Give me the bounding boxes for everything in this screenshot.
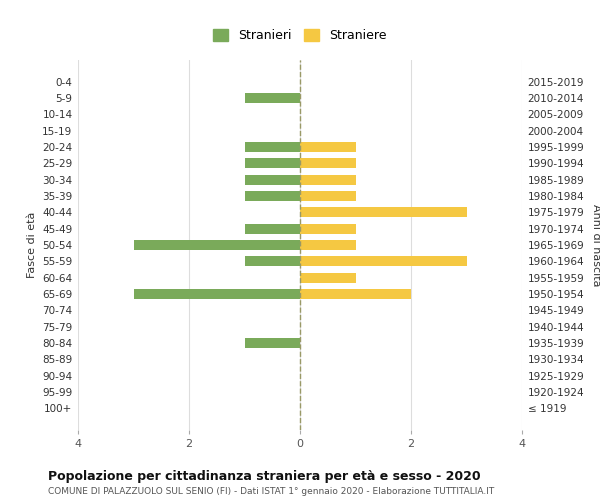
Y-axis label: Anni di nascita: Anni di nascita xyxy=(591,204,600,286)
Bar xyxy=(245,158,300,168)
Bar xyxy=(300,224,355,234)
Bar xyxy=(133,289,300,299)
Bar xyxy=(300,289,411,299)
Bar xyxy=(245,175,300,184)
Bar xyxy=(245,142,300,152)
Bar xyxy=(245,224,300,234)
Bar xyxy=(245,256,300,266)
Bar xyxy=(245,191,300,201)
Bar xyxy=(245,338,300,348)
Text: Popolazione per cittadinanza straniera per età e sesso - 2020: Popolazione per cittadinanza straniera p… xyxy=(48,470,481,483)
Legend: Stranieri, Straniere: Stranieri, Straniere xyxy=(213,29,387,42)
Bar xyxy=(300,158,355,168)
Text: COMUNE DI PALAZZUOLO SUL SENIO (FI) - Dati ISTAT 1° gennaio 2020 - Elaborazione : COMUNE DI PALAZZUOLO SUL SENIO (FI) - Da… xyxy=(48,488,494,496)
Bar xyxy=(300,256,467,266)
Bar xyxy=(300,142,355,152)
Bar xyxy=(133,240,300,250)
Bar xyxy=(245,93,300,103)
Bar xyxy=(300,191,355,201)
Bar xyxy=(300,273,355,282)
Y-axis label: Fasce di età: Fasce di età xyxy=(26,212,37,278)
Bar xyxy=(300,175,355,184)
Bar xyxy=(300,240,355,250)
Bar xyxy=(300,208,467,217)
